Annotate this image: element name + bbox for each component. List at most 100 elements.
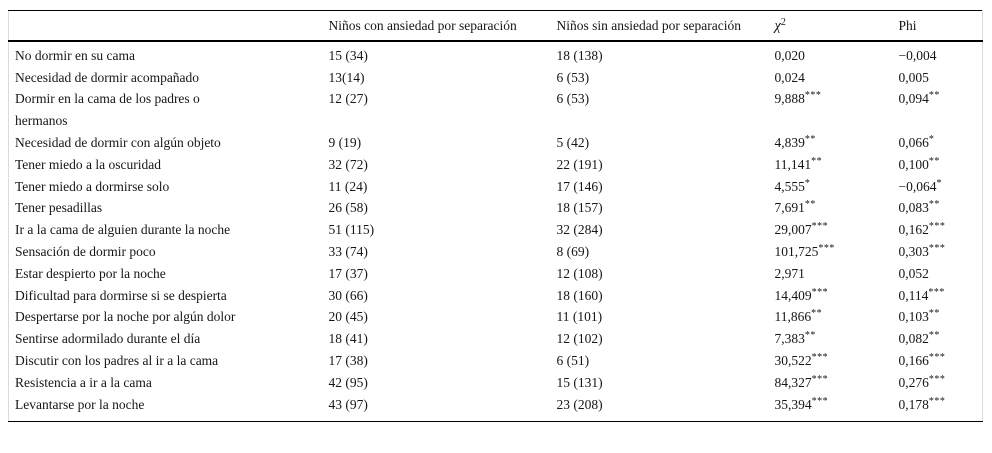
- phi-number: 0,100: [898, 156, 929, 172]
- table-row: No dormir en su cama 15 (34) 18 (138) 0,…: [9, 41, 983, 67]
- phi-significance-stars: ***: [928, 221, 946, 233]
- header-group-with-anxiety: Niños con ansiedad por separación: [328, 10, 557, 42]
- behavior-label: Sensación de dormir poco: [15, 243, 156, 259]
- table-row: Dormir en la cama de los padres o herman…: [9, 88, 983, 132]
- sleep-behaviors-table: Niños con ansiedad por separación Niños …: [8, 10, 983, 423]
- with-anxiety-value: 51 (115): [328, 222, 375, 238]
- behavior-label: No dormir en su cama: [15, 47, 135, 63]
- phi-value: −0,064*: [899, 176, 983, 198]
- behavior-label: Despertarse por la noche por algún dolor: [15, 309, 236, 325]
- table-row: Ir a la cama de alguien durante la noche…: [9, 219, 983, 241]
- table-row: Despertarse por la noche por algún dolor…: [9, 306, 983, 328]
- phi-value: 0,166***: [899, 350, 983, 372]
- chi-square-value: 7,691**: [775, 197, 899, 219]
- chi-significance-stars: ***: [811, 351, 829, 363]
- chi-square-number: 11,866: [774, 309, 812, 325]
- chi-square-number: 4,555: [774, 178, 805, 194]
- phi-number: 0,303: [898, 243, 929, 259]
- phi-number: 0,083: [898, 200, 929, 216]
- chi-square-value: 2,971: [775, 263, 899, 285]
- chi-square-value: 9,888***: [775, 88, 899, 132]
- header-chi-square: χ2: [774, 10, 899, 42]
- chi-square-value: 11,866**: [775, 306, 899, 328]
- phi-significance-stars: *: [936, 177, 942, 189]
- behavior-label: Tener pesadillas: [15, 200, 103, 216]
- phi-value: 0,100**: [899, 154, 983, 176]
- chi-square-value: 101,725***: [775, 241, 899, 263]
- header-row: Niños con ansiedad por separación Niños …: [8, 10, 983, 42]
- chi-square-value: 14,409***: [775, 285, 899, 307]
- phi-significance-stars: **: [928, 155, 940, 167]
- phi-significance-stars: ***: [928, 242, 946, 254]
- phi-value: 0,083**: [899, 197, 983, 219]
- with-anxiety-value: 17 (38): [328, 352, 368, 368]
- table-row: Resistencia a ir a la cama 42 (95) 15 (1…: [9, 372, 983, 394]
- behavior-label: Resistencia a ir a la cama: [15, 374, 152, 390]
- phi-significance-stars: **: [928, 199, 940, 211]
- table-row: Tener miedo a dormirse solo 11 (24) 17 (…: [9, 176, 983, 198]
- behavior-label: Ir a la cama de alguien durante la noche: [15, 222, 231, 238]
- table-row: Sentirse adormilado durante el día 18 (4…: [9, 328, 983, 350]
- with-anxiety-value: 12 (27): [328, 91, 368, 107]
- table-row: Dificultad para dormirse si se despierta…: [9, 285, 983, 307]
- without-anxiety-value: 23 (208): [556, 396, 603, 412]
- chi-square-number: 7,691: [774, 200, 805, 216]
- chi-square-value: 30,522***: [775, 350, 899, 372]
- without-anxiety-value: 11 (101): [556, 309, 603, 325]
- with-anxiety-value: 15 (34): [328, 47, 368, 63]
- phi-number: 0,005: [898, 69, 929, 85]
- chi-square-value: 4,555*: [775, 176, 899, 198]
- chi-square-value: 84,327***: [775, 372, 899, 394]
- without-anxiety-value: 32 (284): [556, 222, 603, 238]
- with-anxiety-value: 11 (24): [328, 178, 368, 194]
- phi-significance-stars: ***: [928, 395, 946, 407]
- chi-significance-stars: ***: [811, 286, 829, 298]
- phi-significance-stars: ***: [928, 351, 946, 363]
- phi-value: 0,094**: [899, 88, 983, 132]
- behavior-label: Dormir en la cama de los padres o herman…: [15, 91, 200, 129]
- behavior-label: Necesidad de dormir acompañado: [15, 69, 200, 85]
- header-group-with-anxiety-label: Niños con ansiedad por separación: [328, 18, 517, 33]
- without-anxiety-value: 6 (53): [556, 69, 590, 85]
- chi-square-number: 84,327: [774, 374, 812, 390]
- chi-square-value: 4,839**: [775, 132, 899, 154]
- phi-value: 0,178***: [899, 394, 983, 422]
- with-anxiety-value: 33 (74): [328, 243, 368, 259]
- chi-square-value: 7,383**: [775, 328, 899, 350]
- phi-value: 0,303***: [899, 241, 983, 263]
- chi-significance-stars: ***: [804, 90, 822, 102]
- chi-significance-stars: ***: [811, 395, 829, 407]
- phi-number: −0,064: [898, 178, 937, 194]
- phi-significance-stars: **: [928, 90, 940, 102]
- phi-value: −0,004: [899, 41, 983, 67]
- behavior-label: Levantarse por la noche: [15, 396, 145, 412]
- phi-value: 0,114***: [899, 285, 983, 307]
- chi-significance-stars: *: [804, 177, 811, 189]
- phi-value: 0,082**: [899, 328, 983, 350]
- chi-significance-stars: **: [811, 155, 823, 167]
- behavior-label: Estar despierto por la noche: [15, 265, 166, 281]
- table-body: No dormir en su cama 15 (34) 18 (138) 0,…: [9, 41, 983, 422]
- chi-square-number: 11,141: [774, 156, 812, 172]
- phi-number: 0,162: [898, 222, 929, 238]
- without-anxiety-value: 18 (138): [556, 47, 603, 63]
- without-anxiety-value: 17 (146): [556, 178, 603, 194]
- with-anxiety-value: 42 (95): [328, 374, 368, 390]
- phi-number: 0,276: [898, 374, 929, 390]
- phi-significance-stars: **: [928, 330, 940, 342]
- phi-number: 0,178: [898, 396, 929, 412]
- without-anxiety-value: 12 (108): [556, 265, 603, 281]
- header-phi: Phi: [898, 10, 983, 42]
- chi-square-number: 14,409: [774, 287, 812, 303]
- without-anxiety-value: 5 (42): [556, 134, 590, 150]
- chi-square-number: 9,888: [774, 91, 805, 107]
- with-anxiety-value: 30 (66): [328, 287, 368, 303]
- without-anxiety-value: 6 (53): [556, 91, 590, 107]
- chi-significance-stars: ***: [818, 242, 835, 254]
- chi-square-value: 0,020: [775, 41, 899, 67]
- phi-number: 0,082: [898, 331, 929, 347]
- phi-value: 0,103**: [899, 306, 983, 328]
- phi-number: 0,094: [898, 91, 929, 107]
- phi-value: 0,052: [899, 263, 983, 285]
- chi-square-number: 0,024: [774, 69, 805, 85]
